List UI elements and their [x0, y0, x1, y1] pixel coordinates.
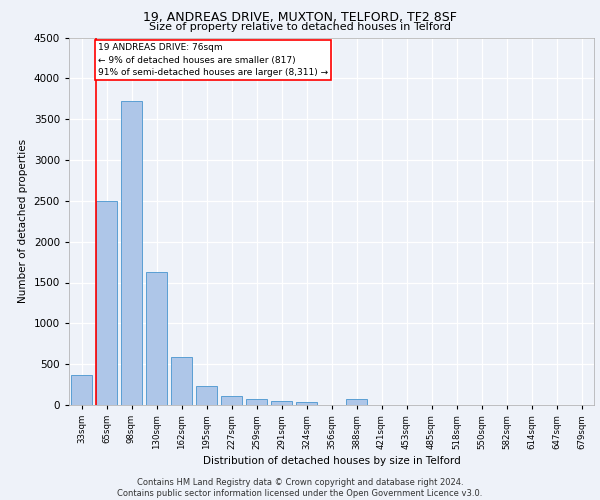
Text: Contains HM Land Registry data © Crown copyright and database right 2024.
Contai: Contains HM Land Registry data © Crown c… — [118, 478, 482, 498]
Bar — [196, 386, 217, 405]
Bar — [96, 201, 117, 405]
Bar — [71, 375, 92, 405]
Text: Size of property relative to detached houses in Telford: Size of property relative to detached ho… — [149, 22, 451, 32]
Y-axis label: Number of detached properties: Number of detached properties — [18, 139, 28, 304]
Bar — [271, 400, 292, 405]
Bar — [296, 402, 317, 405]
Text: 19 ANDREAS DRIVE: 76sqm
← 9% of detached houses are smaller (817)
91% of semi-de: 19 ANDREAS DRIVE: 76sqm ← 9% of detached… — [98, 43, 328, 77]
Bar — [146, 272, 167, 405]
X-axis label: Distribution of detached houses by size in Telford: Distribution of detached houses by size … — [203, 456, 460, 466]
Bar — [246, 400, 267, 405]
Text: 19, ANDREAS DRIVE, MUXTON, TELFORD, TF2 8SF: 19, ANDREAS DRIVE, MUXTON, TELFORD, TF2 … — [143, 12, 457, 24]
Bar — [221, 396, 242, 405]
Bar — [346, 400, 367, 405]
Bar — [121, 101, 142, 405]
Bar — [171, 357, 192, 405]
